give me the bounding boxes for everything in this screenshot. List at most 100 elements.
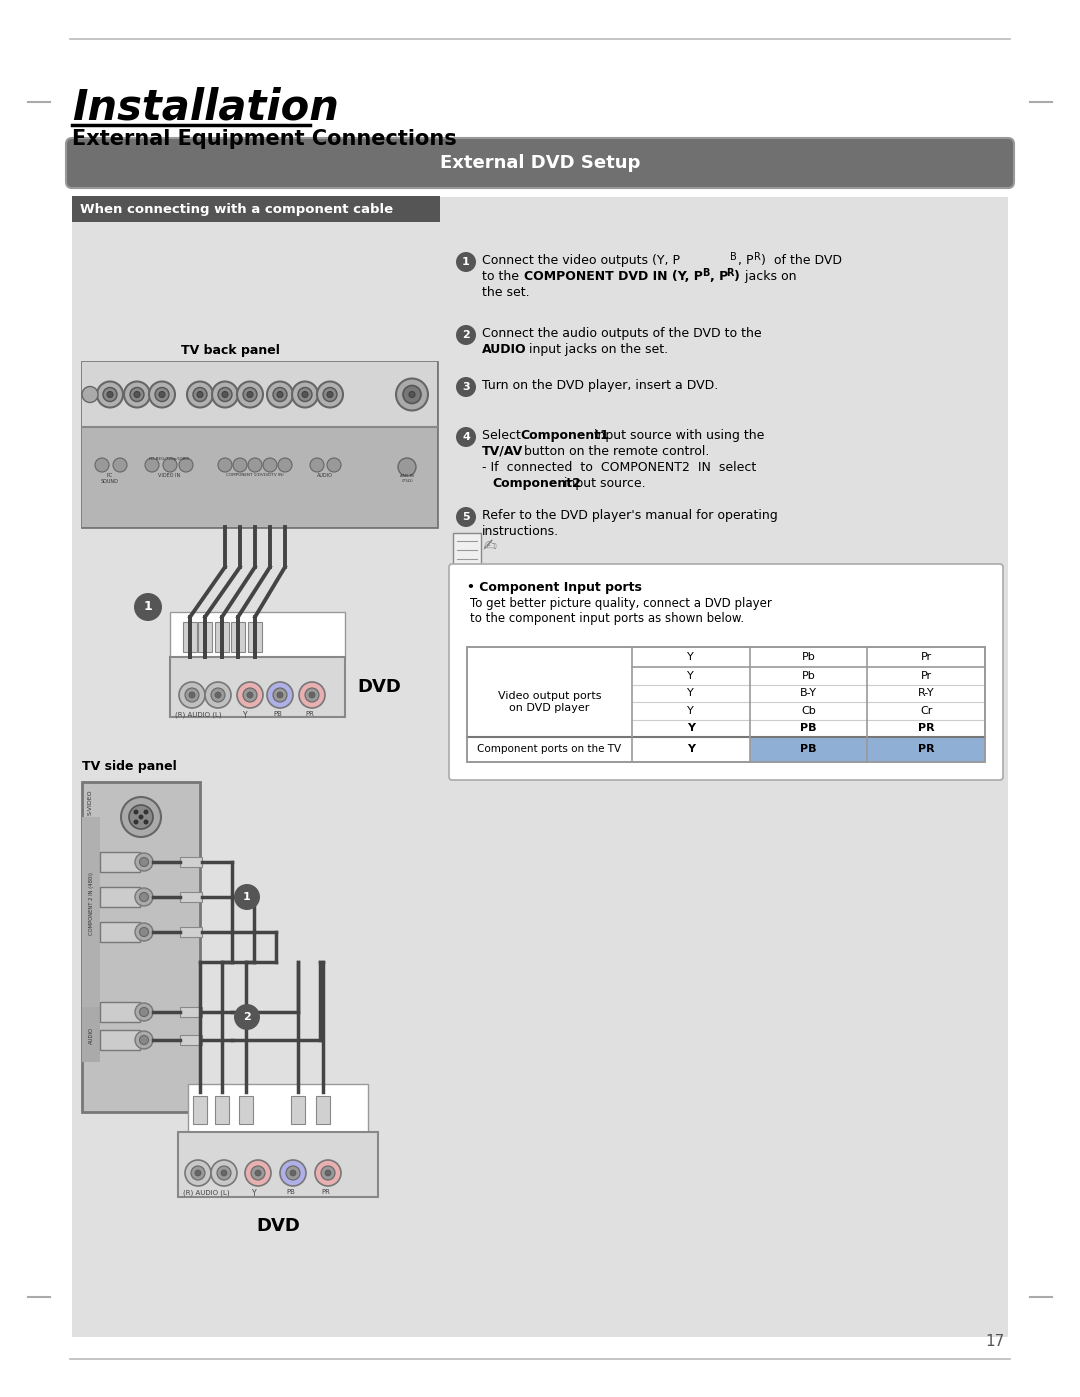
Circle shape [396, 379, 428, 411]
Circle shape [323, 387, 337, 401]
Bar [82, 782, 200, 1112]
Circle shape [121, 798, 161, 837]
Bar [180, 856, 202, 868]
Circle shape [135, 888, 153, 907]
Circle shape [139, 1007, 149, 1017]
Text: COMPONENT DVD IN (Y, P: COMPONENT DVD IN (Y, P [524, 270, 703, 284]
Bar [239, 1097, 253, 1125]
Circle shape [134, 391, 140, 398]
Circle shape [211, 1160, 237, 1186]
Bar [82, 362, 437, 427]
Circle shape [103, 387, 117, 401]
Circle shape [302, 391, 308, 398]
Text: 5: 5 [462, 511, 470, 522]
Text: TV side panel: TV side panel [82, 760, 177, 773]
Bar [178, 1132, 378, 1197]
Circle shape [211, 687, 225, 703]
Text: DVD: DVD [256, 1217, 300, 1235]
Circle shape [124, 381, 150, 408]
Bar [467, 647, 985, 761]
Bar [198, 622, 212, 652]
Text: VIDEO IN: VIDEO IN [158, 474, 180, 478]
Circle shape [234, 884, 260, 909]
Text: PB: PB [800, 724, 816, 733]
Text: Y: Y [688, 705, 694, 715]
Circle shape [399, 458, 416, 476]
Circle shape [318, 381, 343, 408]
Text: B-Y: B-Y [800, 689, 816, 698]
Circle shape [267, 682, 293, 708]
Text: Pb: Pb [801, 671, 815, 680]
Circle shape [325, 1171, 330, 1176]
Circle shape [234, 1004, 260, 1030]
Circle shape [189, 692, 195, 698]
Bar [215, 1097, 229, 1125]
Circle shape [149, 381, 175, 408]
Circle shape [456, 507, 476, 527]
Circle shape [280, 1160, 306, 1186]
Text: Cr: Cr [920, 705, 932, 715]
Circle shape [218, 458, 232, 472]
Circle shape [456, 251, 476, 272]
Bar [72, 196, 440, 222]
Text: Pr: Pr [920, 652, 932, 662]
Circle shape [138, 814, 144, 820]
Bar [82, 362, 437, 527]
Text: the set.: the set. [482, 286, 529, 299]
Circle shape [456, 427, 476, 447]
Bar [183, 622, 197, 652]
Circle shape [185, 1160, 211, 1186]
Bar [100, 852, 140, 872]
Circle shape [247, 391, 253, 398]
Circle shape [185, 687, 199, 703]
Text: Connect the video outputs (Y, P: Connect the video outputs (Y, P [482, 254, 680, 267]
Circle shape [245, 1160, 271, 1186]
Text: Component1: Component1 [519, 429, 609, 441]
Circle shape [134, 592, 162, 622]
Circle shape [163, 458, 177, 472]
Text: 1: 1 [462, 257, 470, 267]
Text: input jacks on the set.: input jacks on the set. [525, 344, 669, 356]
Text: )  of the DVD: ) of the DVD [761, 254, 842, 267]
Circle shape [251, 1166, 265, 1180]
Text: PR: PR [322, 1189, 330, 1194]
Circle shape [243, 387, 257, 401]
Bar [100, 1030, 140, 1051]
Bar [750, 738, 867, 761]
Circle shape [82, 387, 98, 402]
Text: COMPONENT 2 IN (480i): COMPONENT 2 IN (480i) [89, 872, 94, 935]
Bar [291, 1097, 305, 1125]
Circle shape [135, 1003, 153, 1021]
Text: PR: PR [918, 745, 934, 754]
Text: Installation: Installation [72, 87, 339, 129]
Text: Video output ports
on DVD player: Video output ports on DVD player [498, 692, 602, 712]
Text: to the: to the [482, 270, 523, 284]
Text: PB: PB [800, 745, 816, 754]
Text: - If  connected  to  COMPONENT2  IN  select: - If connected to COMPONENT2 IN select [482, 461, 756, 474]
Bar [453, 534, 481, 567]
Text: TV back panel: TV back panel [180, 344, 280, 358]
Circle shape [315, 1160, 341, 1186]
Circle shape [327, 458, 341, 472]
Circle shape [129, 805, 153, 828]
Text: External Equipment Connections: External Equipment Connections [72, 129, 457, 149]
Text: Y: Y [243, 711, 247, 719]
Text: instructions.: instructions. [482, 525, 559, 538]
Circle shape [215, 692, 221, 698]
Circle shape [144, 809, 149, 814]
Circle shape [218, 387, 232, 401]
Circle shape [243, 687, 257, 703]
Text: COMPONENT 1(DVD/DTV IN): COMPONENT 1(DVD/DTV IN) [226, 474, 284, 476]
Text: TV/AV: TV/AV [482, 446, 523, 458]
FancyBboxPatch shape [66, 138, 1014, 189]
Text: PR: PR [306, 711, 314, 717]
Circle shape [187, 381, 213, 408]
Bar [193, 1097, 207, 1125]
Text: Pb: Pb [801, 652, 815, 662]
Bar [316, 1097, 330, 1125]
Text: HD-REG/720p/1080i: HD-REG/720p/1080i [148, 457, 190, 461]
Text: AUDIO: AUDIO [318, 474, 333, 478]
Circle shape [409, 391, 415, 398]
Bar [867, 738, 985, 761]
Bar [100, 922, 140, 942]
